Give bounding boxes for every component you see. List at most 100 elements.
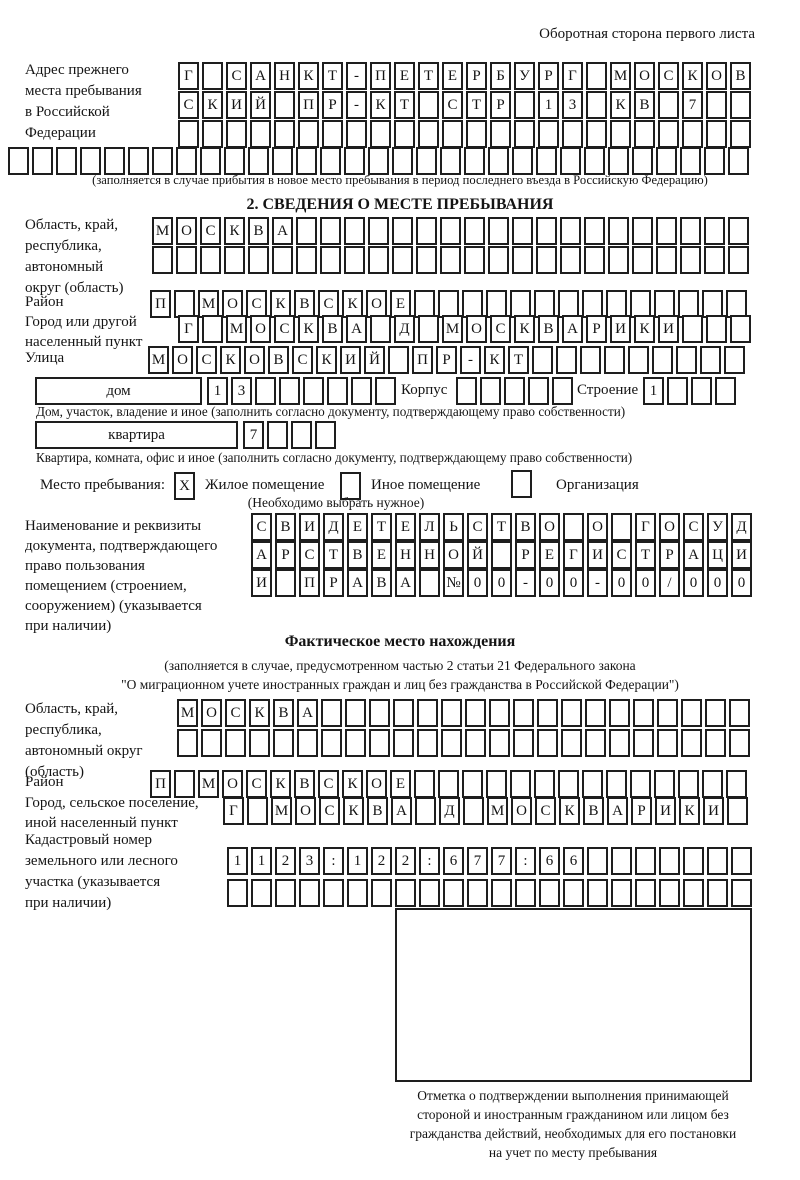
char-box xyxy=(534,770,555,798)
char-box: К xyxy=(634,315,655,343)
char-box xyxy=(440,147,461,175)
char-box xyxy=(462,290,483,318)
cadastre-row-2 xyxy=(227,879,752,907)
char-box xyxy=(727,797,748,825)
char-box xyxy=(200,147,221,175)
char-box: С xyxy=(467,513,488,541)
char-box: К xyxy=(224,217,245,245)
char-box: В xyxy=(538,315,559,343)
char-box: К xyxy=(298,62,319,90)
char-box: М xyxy=(177,699,198,727)
char-box: Т xyxy=(322,62,343,90)
char-box: К xyxy=(298,315,319,343)
char-box xyxy=(611,847,632,875)
char-box: А xyxy=(251,541,272,569)
char-box: К xyxy=(342,770,363,798)
char-box: В xyxy=(273,699,294,727)
char-box: С xyxy=(683,513,704,541)
char-box: В xyxy=(294,770,315,798)
char-box: - xyxy=(346,62,367,90)
char-box: О xyxy=(634,62,655,90)
char-box xyxy=(345,699,366,727)
char-box xyxy=(418,315,439,343)
char-box xyxy=(608,147,629,175)
residential-label: Жилое помещение xyxy=(205,477,325,493)
char-box xyxy=(676,346,697,374)
char-box: 2 xyxy=(275,847,296,875)
char-box: 3 xyxy=(231,377,252,405)
char-box: И xyxy=(340,346,361,374)
char-box: Д xyxy=(323,513,344,541)
char-box xyxy=(532,346,553,374)
char-box: А xyxy=(395,569,416,597)
char-box xyxy=(464,147,485,175)
char-box: Д xyxy=(394,315,415,343)
char-box: : xyxy=(323,847,344,875)
char-box xyxy=(563,513,584,541)
char-box xyxy=(489,699,510,727)
char-box: О xyxy=(250,315,271,343)
char-box xyxy=(681,699,702,727)
char-box xyxy=(678,290,699,318)
char-box: И xyxy=(610,315,631,343)
char-box: В xyxy=(275,513,296,541)
char-box xyxy=(657,699,678,727)
char-box: С xyxy=(658,62,679,90)
char-box: А xyxy=(250,62,271,90)
char-box: К xyxy=(316,346,337,374)
char-box: Й xyxy=(250,91,271,119)
char-box xyxy=(8,147,29,175)
char-box: Е xyxy=(539,541,560,569)
char-box xyxy=(582,770,603,798)
char-box: Е xyxy=(395,513,416,541)
char-box xyxy=(438,770,459,798)
char-box: 3 xyxy=(562,91,583,119)
char-box: Ь xyxy=(443,513,464,541)
char-box: Т xyxy=(371,513,392,541)
char-box xyxy=(504,377,525,405)
char-box: О xyxy=(201,699,222,727)
char-box: С xyxy=(535,797,556,825)
char-box xyxy=(299,879,320,907)
char-box xyxy=(724,346,745,374)
char-box xyxy=(513,699,534,727)
char-box xyxy=(279,377,300,405)
char-box xyxy=(728,246,749,274)
char-box xyxy=(609,699,630,727)
char-box: 2 xyxy=(395,847,416,875)
char-box xyxy=(489,729,510,757)
char-box xyxy=(512,147,533,175)
char-box: П xyxy=(299,569,320,597)
char-box xyxy=(296,246,317,274)
char-box xyxy=(682,120,703,148)
char-box: А xyxy=(272,217,293,245)
char-box xyxy=(415,797,436,825)
char-box xyxy=(56,147,77,175)
char-box xyxy=(274,91,295,119)
char-box: П xyxy=(298,91,319,119)
confirmation-caption: Отметка о подтверждении выполнения прини… xyxy=(409,1088,737,1160)
char-box xyxy=(32,147,53,175)
char-box xyxy=(202,62,223,90)
char-box xyxy=(321,699,342,727)
char-box xyxy=(491,879,512,907)
char-box: Т xyxy=(635,541,656,569)
char-box: А xyxy=(683,541,704,569)
char-box xyxy=(417,699,438,727)
char-box xyxy=(539,879,560,907)
char-box: Е xyxy=(442,62,463,90)
char-box: О xyxy=(222,290,243,318)
char-box xyxy=(536,217,557,245)
char-box xyxy=(442,120,463,148)
char-box xyxy=(250,120,271,148)
char-box xyxy=(730,315,751,343)
char-box xyxy=(608,246,629,274)
char-box xyxy=(416,147,437,175)
char-box xyxy=(296,217,317,245)
char-box xyxy=(628,346,649,374)
char-box: М xyxy=(152,217,173,245)
